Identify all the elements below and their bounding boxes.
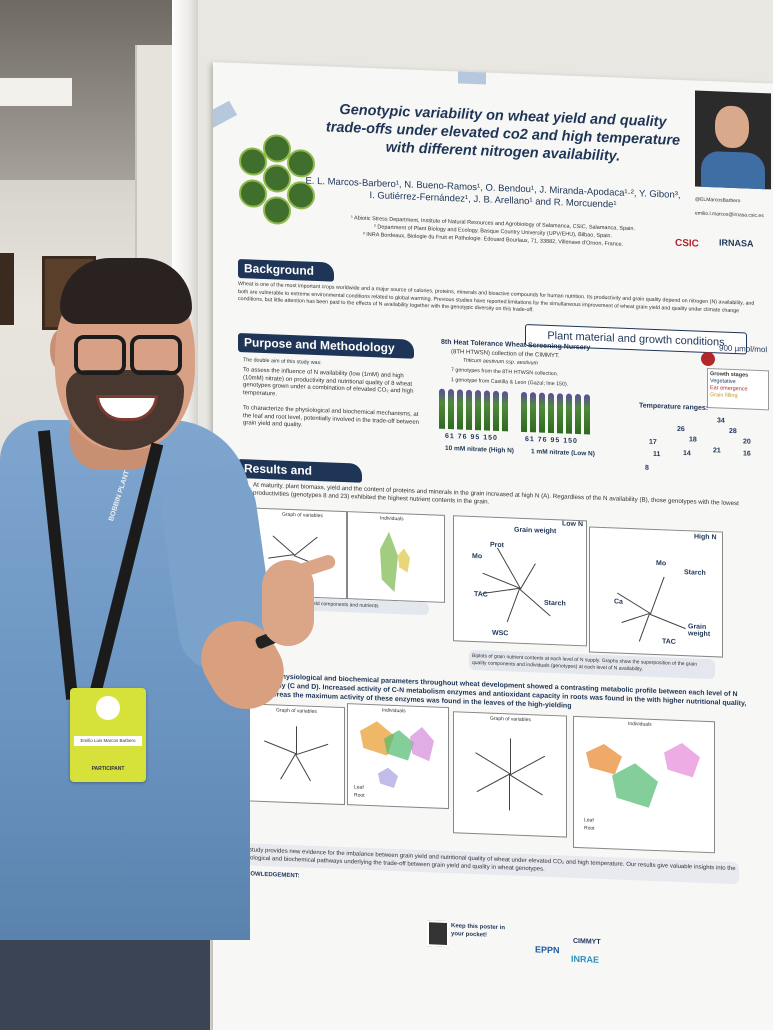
temp-value: 16 [743,450,751,458]
research-poster: Genotypic variability on wheat yield and… [213,62,773,1030]
legend-leaf: Leaf [584,817,594,824]
chart-b-grain-label: Grain weight [514,526,557,536]
temp-value: 14 [683,450,691,458]
glasses-icon [74,335,184,375]
section-purpose: Purpose and Methodology [238,332,414,359]
var-label: Starch [544,599,566,608]
temp-value: 17 [649,438,657,447]
chart-d-individuals-title: Individuals [628,720,652,728]
temp-value: 28 [729,427,737,436]
chart-b-low-n-label: Low N [562,520,583,529]
keep-poster-note: Keep this poster in your pocket! [451,923,506,939]
var-label: Mo [656,560,667,568]
temp-value: 34 [717,417,725,425]
chart-a-individuals-title: Individuals [380,515,404,523]
chart-b-high-n: High N Starch Mo Ca TAC Grain weight [589,526,723,658]
legend-root: Root [584,825,595,832]
chart-b-high-n-label: High N [694,533,717,542]
chart-a-title: Graph of variables [282,511,323,520]
acknowledgement: ACKNOWLEDGEMENT: [233,870,300,880]
chart-d-title: Graph of variables [490,715,531,724]
plants-low-n [521,391,593,437]
poster-authors: E. L. Marcos-Barbero¹, N. Bueno-Ramos¹, … [305,175,681,211]
temp-value: 18 [689,436,697,444]
badge-role: PARTICIPANT [91,766,125,772]
badge-name: Emilio Luis Marcos Barbero [74,736,142,746]
chart-d-individuals: Individuals Leaf Root [573,715,715,854]
chart-c-variables: Graph of variables [247,703,345,806]
plants-high-n [439,388,511,434]
var-label: Grain weight [688,623,711,639]
temp-value: 11 [653,450,661,459]
conference-badge: Emilio Luis Marcos Barbero PARTICIPANT [70,688,146,782]
eppn-logo: EPPN [535,944,560,956]
var-label: Mo [472,552,483,561]
stage-grain-filling: Grain filling [710,392,738,400]
wall-picture-partial [0,253,14,325]
poster-title: Genotypic variability on wheat yield and… [325,101,681,165]
qr-code-icon [427,920,449,948]
growth-stages-legend: Growth stages Vegetative Ear emergence G… [707,367,769,411]
temp-value: 26 [677,425,685,434]
tape [213,100,238,128]
nitrate-low: 1 mM nitrate (Low N) [531,448,595,458]
contact-info: @ELMarcosBarbero emilio.l.marcos@irnasa.… [695,193,771,224]
co2-icon [701,351,715,367]
temp-value: 21 [713,447,721,455]
badge-logo-icon [96,696,120,720]
ceiling-light [0,78,72,106]
var-label: TAC [662,638,676,646]
person-hair [60,258,192,324]
legend-leaf: Leaf [354,784,364,791]
chart-d-variables: Graph of variables [453,711,567,838]
var-label: Ca [614,598,623,606]
co2-value: 900 µmol/mol [719,343,768,355]
email: emilio.l.marcos@irnasa.csic.es [695,210,764,220]
poster-affiliations: ¹ Abiotic Stress Department, Institute o… [303,212,683,251]
chart-c-individuals: Individuals Leaf Root [347,703,449,810]
aim-2: To characterize the physiological and bi… [243,405,420,429]
section-background: Background [238,258,334,282]
aim-1: To assess the influence of N availabilit… [243,367,414,397]
temperature-title: Temperature ranges: [639,402,709,413]
csic-logo: CSIC [675,237,699,250]
legend-root: Root [354,792,365,799]
temp-value: 20 [743,438,751,446]
author-photo [695,90,771,190]
chart-a-individuals: Individuals [347,511,445,603]
genotype-numbers-left: 61 76 95 150 [445,432,498,442]
chart-c-individuals-title: Individuals [382,707,406,715]
chart-b-low-n: Grain weight Low N Prot Mo TAC Starch WS… [453,515,587,647]
cimmyt-logo: CIMMYT [573,937,601,946]
var-label: WSC [492,629,509,638]
genotype-numbers-right: 61 76 95 150 [525,435,578,446]
var-label: Starch [684,569,706,577]
chart-c-title: Graph of variables [276,707,317,715]
background-text: Wheat is one of the most important crops… [238,280,755,314]
nitrate-high: 10 mM nitrate (High N) [445,444,514,455]
irnasa-logo: IRNASA [719,237,754,249]
section-results: Results and Conclusions [238,458,362,497]
temp-value: 8 [645,464,649,472]
inrae-logo: INRAE [571,953,600,965]
